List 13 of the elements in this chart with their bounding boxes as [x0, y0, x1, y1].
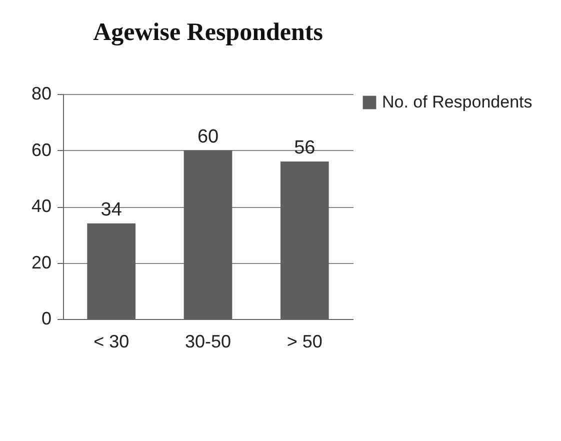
y-tick-label: 60	[31, 140, 52, 160]
x-tick-label: 30-50	[184, 332, 232, 352]
data-label: 34	[100, 199, 122, 220]
legend-label: No. of Respondents	[382, 92, 532, 112]
x-tick-label: < 30	[94, 332, 130, 352]
chart-title: Agewise Respondents	[93, 19, 324, 46]
data-label: 56	[294, 138, 316, 158]
y-tick-label: 0	[41, 308, 52, 328]
y-tick-label: 20	[31, 252, 52, 272]
y-tick-label: 40	[31, 196, 52, 216]
data-label: 60	[197, 126, 219, 148]
x-tick-label: > 50	[286, 332, 322, 352]
y-tick-label: 80	[31, 84, 52, 104]
